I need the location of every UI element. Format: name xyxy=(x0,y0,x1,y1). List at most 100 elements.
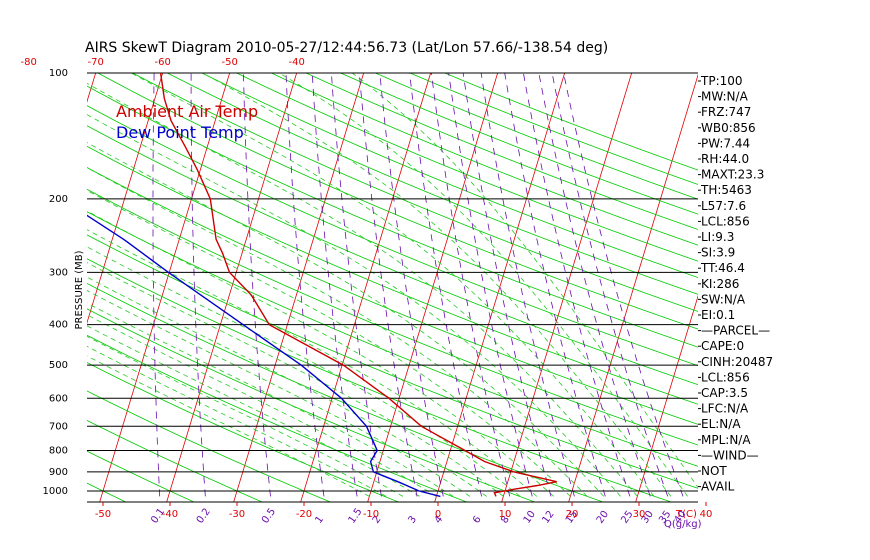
mixing-ratio-line xyxy=(331,73,382,497)
top-temp-tick-label: -40 xyxy=(288,57,304,68)
stat-item: TH:5463 xyxy=(700,183,752,197)
dry-adiabat-line xyxy=(87,308,535,502)
dry-adiabat-line xyxy=(87,420,263,502)
pressure-tick-label: 1000 xyxy=(43,486,68,497)
stat-item: —PARCEL— xyxy=(701,324,770,338)
top-temp-tick-label: -50 xyxy=(221,57,237,68)
y-axis-label: PRESSURE (MB) xyxy=(74,250,85,329)
mixing-ratio-line xyxy=(523,73,631,497)
stat-item: NOT xyxy=(701,464,727,478)
mixing-ratio-line xyxy=(311,73,358,497)
dew-point-temp-line xyxy=(87,214,441,498)
dry-adiabat-line xyxy=(87,282,604,502)
dry-adiabat-line xyxy=(97,73,698,330)
mixing-ratio-tick-label: 2 xyxy=(371,514,384,526)
pressure-tick-label: 900 xyxy=(49,467,68,478)
mixing-ratio-line xyxy=(551,73,669,497)
dry-adiabat-line xyxy=(132,73,698,312)
moist-adiabat-line xyxy=(87,189,571,497)
isotherm-line xyxy=(568,73,698,502)
ambient-air-temp-line xyxy=(159,73,557,497)
bottom-temp-tick-label: 10 xyxy=(499,509,512,520)
pressure-tick-label: 700 xyxy=(49,421,68,432)
moist-adiabat-line xyxy=(87,355,370,497)
stat-item: SW:N/A xyxy=(701,292,746,306)
top-temp-tick-label: -80 xyxy=(20,57,36,68)
background-grid xyxy=(0,73,870,502)
mixing-ratio-tick-label: 10 xyxy=(522,509,538,526)
mixing-ratio-tick-label: 0.5 xyxy=(260,506,278,525)
mixing-ratio-line xyxy=(462,73,552,497)
dry-adiabat-line xyxy=(375,73,698,200)
mixing-ratio-line xyxy=(538,73,651,497)
bottom-temp-tick-label: -30 xyxy=(229,509,245,520)
dry-adiabat-line xyxy=(167,73,698,295)
moist-adiabat-line xyxy=(87,302,454,497)
stat-item: LCL:856 xyxy=(701,370,750,384)
stat-item: PW:7.44 xyxy=(701,136,750,150)
mixing-ratio-line xyxy=(285,73,325,497)
dry-adiabat-line xyxy=(87,167,698,425)
top-temp-tick-label: -70 xyxy=(87,57,103,68)
stat-item: CAP:3.5 xyxy=(701,386,748,400)
temp-unit-label: T(C) xyxy=(675,509,697,520)
stat-item: LI:9.3 xyxy=(701,230,734,244)
mixing-ratio-line xyxy=(480,73,575,497)
dry-adiabat-line xyxy=(87,234,698,489)
bottom-temp-tick-label: 0 xyxy=(435,509,441,520)
dry-adiabat-line xyxy=(87,334,467,502)
sounding-profiles xyxy=(87,73,557,498)
isotherm-line xyxy=(501,73,633,502)
pressure-tick-label: 100 xyxy=(49,68,68,79)
moist-adiabat-line xyxy=(202,73,672,497)
dry-adiabat-line xyxy=(305,73,698,230)
mixing-ratio-line xyxy=(190,73,206,497)
stat-item: LCL:856 xyxy=(701,214,750,228)
dry-adiabat-line xyxy=(0,73,58,502)
isotherm-line xyxy=(233,73,365,502)
moist-adiabat-line xyxy=(131,73,655,497)
moist-adiabat-line xyxy=(87,246,521,497)
isotherm-line xyxy=(87,73,164,325)
mixing-ratio-tick-label: 3 xyxy=(406,514,419,526)
stat-item: WB0:856 xyxy=(701,121,756,135)
isotherm-line xyxy=(166,73,298,502)
isotherm-line xyxy=(770,73,870,502)
isotherm-line xyxy=(837,73,870,502)
mixing-ratio-tick-label: 1 xyxy=(313,514,326,526)
dry-adiabat-line xyxy=(409,73,698,185)
dry-adiabat-line xyxy=(87,85,698,348)
moist-adiabat-line xyxy=(87,210,554,497)
moist-adiabat-line xyxy=(351,73,698,489)
pressure-tick-label: 300 xyxy=(49,267,68,278)
mixing-ratio-line xyxy=(431,73,511,497)
moist-adiabat-line xyxy=(87,325,420,497)
moist-adiabat-line xyxy=(87,290,471,497)
stat-item: CAPE:0 xyxy=(701,339,744,353)
dry-adiabat-line xyxy=(87,125,698,386)
stat-item: KI:286 xyxy=(701,277,739,291)
moist-adiabat-line xyxy=(87,82,638,497)
mixing-ratio-line xyxy=(379,73,444,497)
stat-item: —WIND— xyxy=(701,448,759,462)
mixing-ratio-line xyxy=(243,73,271,497)
bottom-temp-tick-label: -40 xyxy=(162,509,178,520)
stat-item: MAXT:23.3 xyxy=(701,168,764,182)
isotherm-line xyxy=(635,294,698,502)
pressure-tick-label: 400 xyxy=(49,320,68,331)
dry-adiabat-line xyxy=(87,362,399,502)
legend-ambient-air-temp: Ambient Air Temp xyxy=(116,102,258,121)
pressure-tick-label: 800 xyxy=(49,445,68,456)
dry-adiabat-line xyxy=(271,73,698,246)
moist-adiabat-line xyxy=(87,114,621,497)
chart-title: AIRS SkewT Diagram 2010-05-27/12:44:56.7… xyxy=(85,40,608,56)
isotherm-line xyxy=(0,73,29,502)
isotherm-line xyxy=(99,73,231,502)
dry-adiabat-line xyxy=(87,211,698,467)
stat-item: EL:N/A xyxy=(701,417,741,431)
dry-adiabat-line xyxy=(201,73,698,278)
bottom-temp-tick-label: 20 xyxy=(566,509,579,520)
axes-labels: 0.1 0.2 0.5 1 1.5 2 3 4 6 8 10 12 15 20 25 30 3540100200… xyxy=(20,57,712,530)
